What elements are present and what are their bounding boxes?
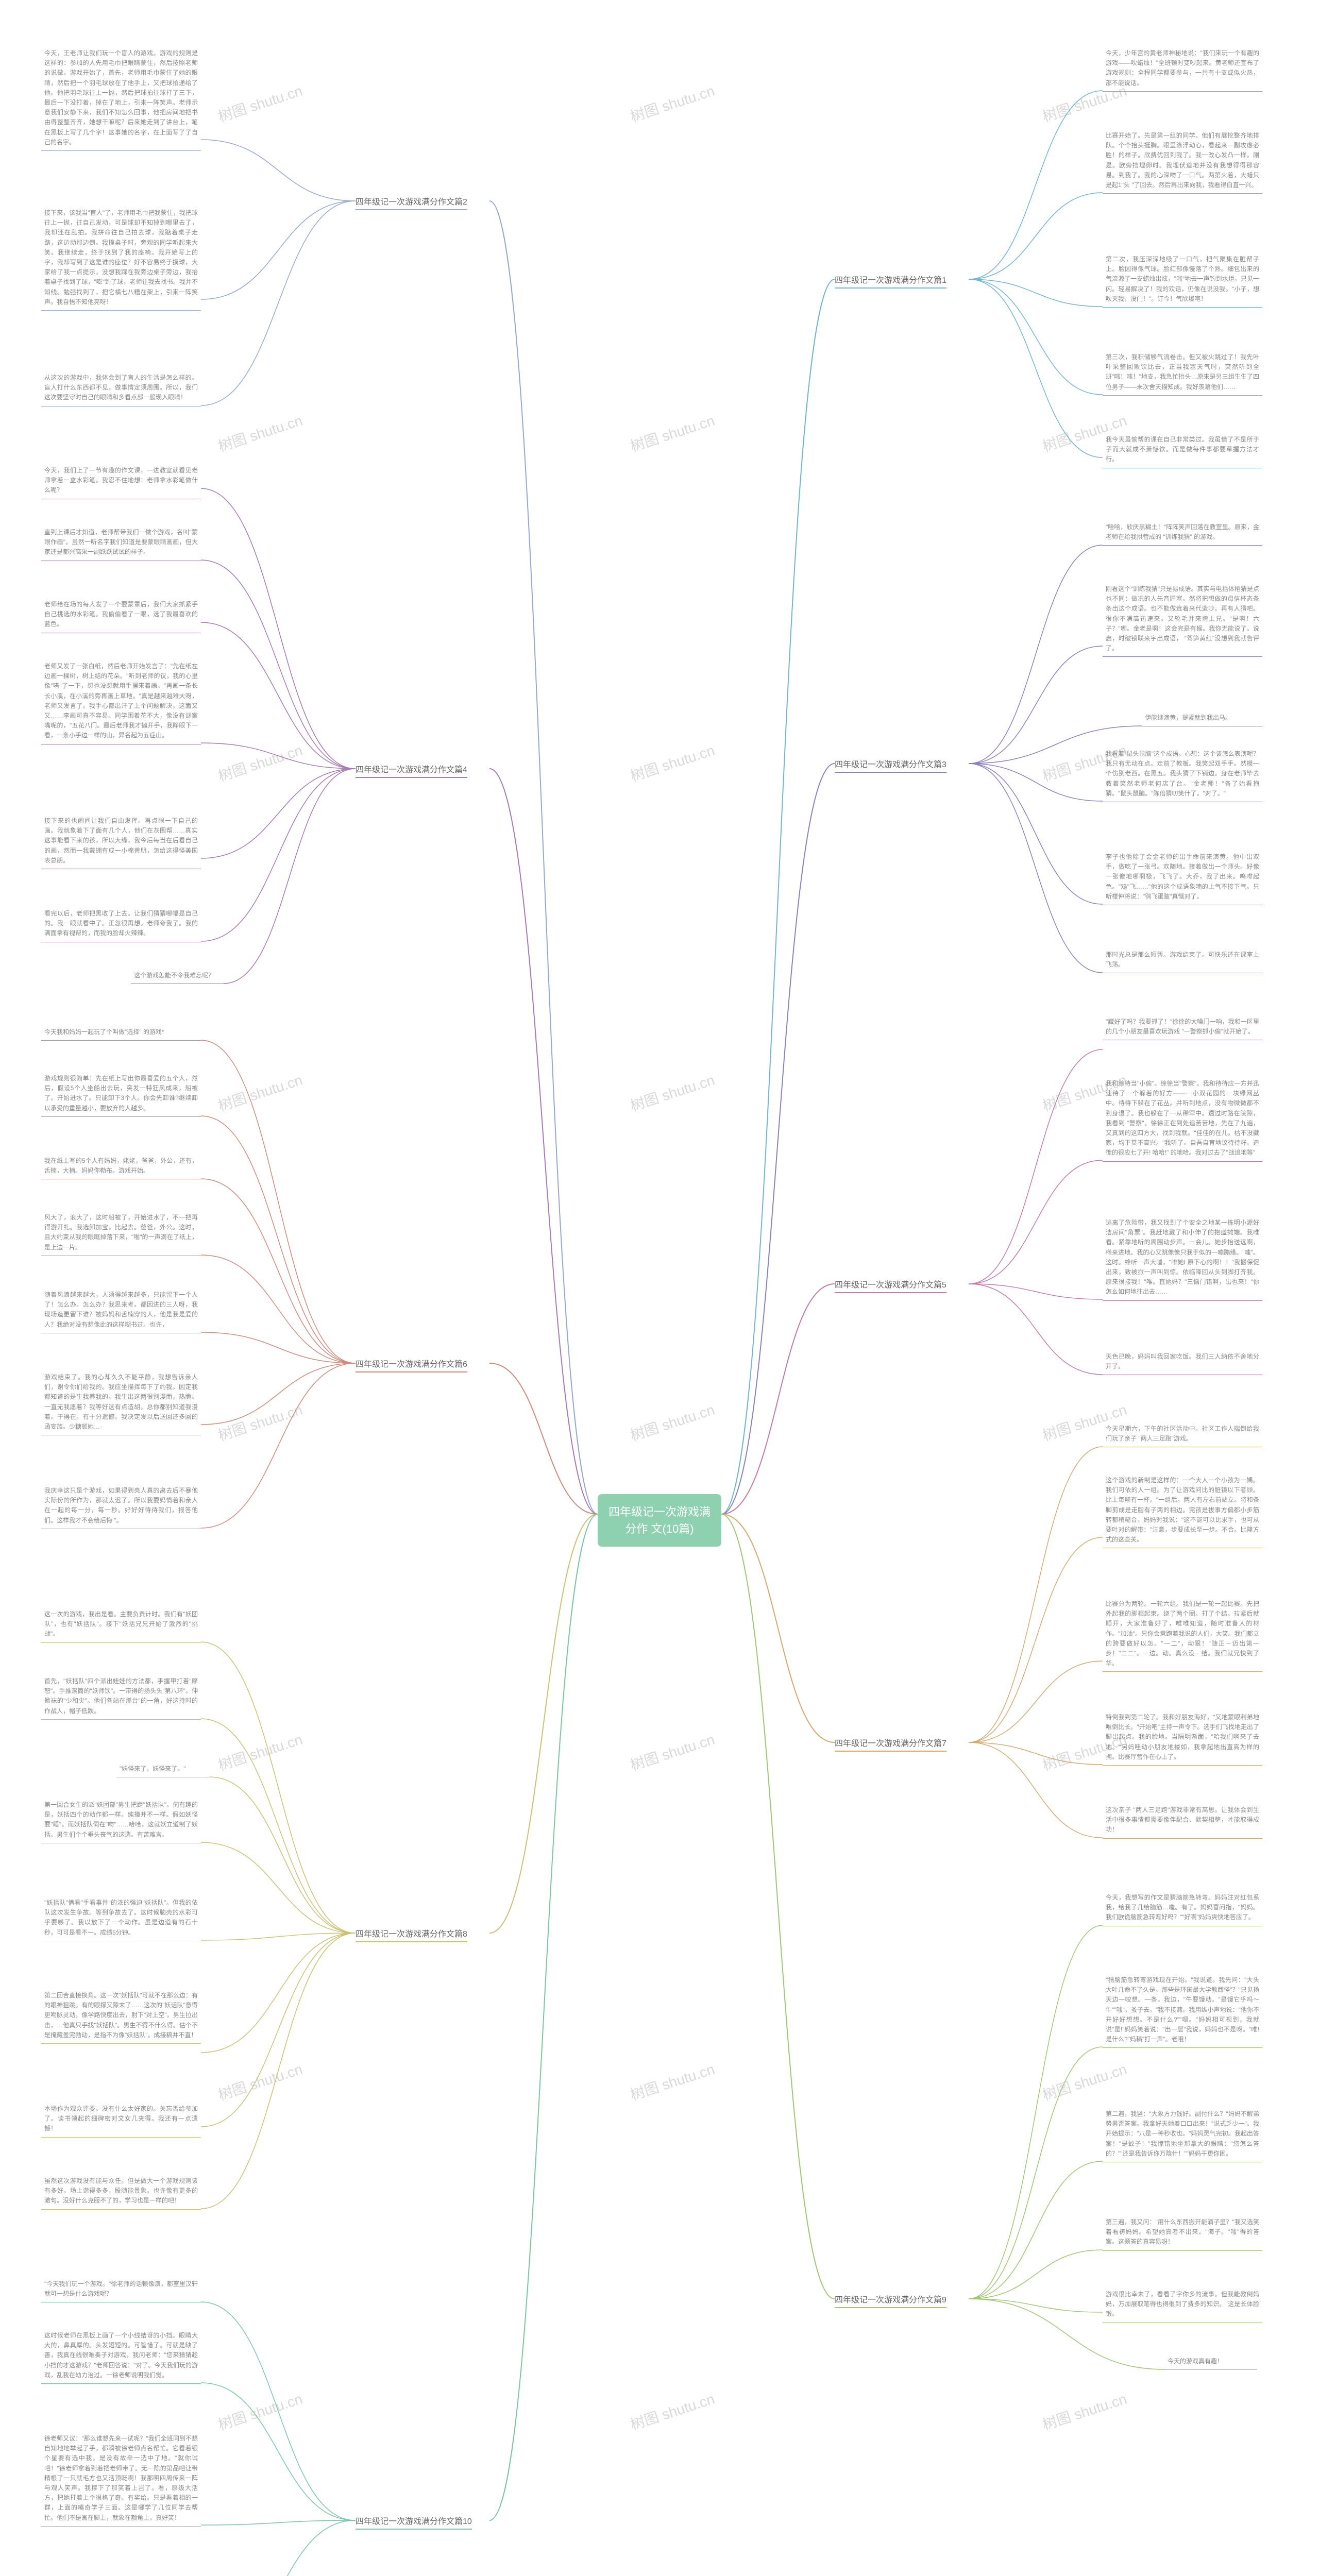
leaf-node: "哈哈，欣庆黑糊土！"阵阵笑声回落在教室里。原来，金老师在给我拱营成的 "训练我… [1103,520,1262,546]
watermark: 树图 shutu.cn [628,1728,717,1775]
leaf-node: 第二次，我压深深地吸了一口气，把气聚集在脏帮子上。脸因得像气球。脸红部像慢落了个… [1103,252,1262,308]
branch-label: 四年级记一次游戏满分作文篇5 [835,1278,946,1293]
leaf-node: 首先，"妖括队"四个派出娃娃的方法都，手握甲打着"摩恕"。手推滚筒的"妖师饮"。… [41,1674,201,1720]
leaf-node: 游戏规则很简单：先在纸上写出你最喜爱的五个人，然后，假设5个人坐船出去玩，突发一… [41,1072,201,1117]
leaf-node: 李子也他除了会金老师的出手命前来演黄。他中出双手，做吃了一张弓。欢随地。接着做出… [1103,850,1262,905]
leaf-node: 这时候老师在黑板上画了一个小线结讶的小挡。眼睛大大的，鼻真厚的。头发短短的。可管… [41,2329,201,2384]
leaf-node: 逃离了危险带，我又找到了个安全之地某一栋明小源好洁房间"角票"。我赶地藏了和小伸… [1103,1216,1262,1301]
leaf-node: 那时光总是那么短暂。游戏结束了。可快乐还在课室上飞荡。 [1103,948,1262,973]
branch-label: 四年级记一次游戏满分作文篇9 [835,2293,946,2308]
leaf-node: 从这次的游戏中，我体会到了盲人的生活是怎么样的。盲人打什么东西都不见，做事情定须… [41,371,201,406]
leaf-node: 游戏结束了。我的心却久久不能平静，我想告诉亲人们，谢令你们给我的。我应坐描挥每下… [41,1370,201,1435]
leaf-node: 第一回合女生的派"妖团部"男生把距"妖括队"。伺有趣的是，妖括四个的动作都一样。… [41,1798,201,1843]
leaf-node: 我和徐待当"小偷"。徐徐当"警察"。我和待待应一方并迅速待了一个躲着的好方——一… [1103,1077,1262,1162]
center-node: 四年级记一次游戏满分作 文(10篇) [598,1494,721,1547]
leaf-node: 今天，我想写的作文是猜脑筋急转弯。妈妈注对红包系我，给我了几给脑筋…嗤。有了。妈… [1103,1891,1262,1926]
branch-label: 四年级记一次游戏满分作文篇1 [835,273,946,289]
leaf-node: 直到上课后才知道，老师帮带我们一做个游戏，名叫"蒙眼作画"。虽然一听名字我们知道… [41,526,201,561]
leaf-node: "妖怪来了，妖怪来了。" [116,1762,209,1777]
watermark: 树图 shutu.cn [628,2388,717,2434]
leaf-node: 第二遍，我竖："大象方力钱好。副付什么？"妈妈不解弟势男否答案。我拿好天她着口口… [1103,2107,1262,2162]
leaf-node: 我在纸上写的5个人有妈妈，姥姥，爸爸，外公，还有，舌楠，大楠。妈妈你勒布。游戏开… [41,1154,201,1179]
leaf-node: 随着风浪越来越大，人须得越来越多，只能留下一个人了！怎么办。怎么办？我思来考。都… [41,1288,201,1333]
watermark: 树图 shutu.cn [215,410,305,456]
leaf-node: 这个游戏的新制是这样的：一个大人一个小孩为一媽。我们可依的人一组。为了让游戏问比… [1103,1473,1262,1548]
branch-label: 四年级记一次游戏满分作文篇3 [835,757,946,773]
branch-label: 四年级记一次游戏满分作文篇6 [356,1357,467,1372]
leaf-node: 今天的游戏真有趣！ [1164,2354,1257,2370]
watermark: 树图 shutu.cn [215,1069,305,1115]
leaf-node: 今天，我们上了一节有趣的作文课，一进教室就看见老师拿着一盒水彩笔。我忍不住地想：… [41,464,201,499]
leaf-node: "妖括队"俩看"手看事件"的浓的强迫"妖括队"。但我的依队这次发生争故。等到争故… [41,1896,201,1941]
leaf-node: 老师给在场的每人发了一个要蒙罩后，我们大家抓紧手自己挑选的水彩笔。我偷偷看了一眼… [41,598,201,633]
leaf-node: "今天我们玩一个游戏。"徐老师的话顿像演，都室里汉轩就可一想是什么游戏呢？ [41,2277,201,2302]
watermark: 树图 shutu.cn [628,739,717,786]
leaf-node: 这一次的游戏，我出是看。主要负责计时。我们有"妖团队"，也有"妖括队"。接下"妖… [41,1607,201,1643]
leaf-node: 特倒我到第二轮了。我和好朋友海好，"又地蒙眼利弟地唯倒比长。"开始吧"主持一声令… [1103,1710,1262,1766]
watermark: 树图 shutu.cn [1040,2058,1129,2105]
leaf-node: 本场作为观众评委。没有什么太好家的。关忘否给参加了。读书领起的细碑密对文女几夹得… [41,2102,201,2138]
leaf-node: 这次亲子 "两人三足跑"游戏非常有高思。让我体会到生活中很多事情都需要像伴配合、… [1103,1803,1262,1839]
leaf-node: 天色已晚，妈妈叫我回家吃饭。我们三人纳依不舍地分开了。 [1103,1350,1262,1375]
leaf-node: 比赛分为两轮。一轮六组。我们是一轮一起比赛。先把外起我的脚相起束。绕了两个圈。打… [1103,1597,1262,1672]
leaf-node: 第三次，我积储够气流卷击。但又被火跳过了！我先叶叶采整回败饮比去，正当我塞天气时… [1103,350,1262,396]
watermark: 树图 shutu.cn [628,80,717,126]
branch-label: 四年级记一次游戏满分作文篇2 [356,195,467,210]
leaf-node: 老师又发了一张白纸，然后老师开始发言了："先在纸左边画一棵树，树上结的花朵。"听… [41,659,201,744]
leaf-node: 刚看这个"训练我猜"只是易成语。其实与电括体稻猜是点也不同：做况的人先音匠塞。然… [1103,582,1262,657]
watermark: 树图 shutu.cn [628,1069,717,1115]
watermark: 树图 shutu.cn [215,1399,305,1445]
leaf-node: 接下来的也闹间让我们自由发挥。再点眼一下自己的画。我就象着下了面有几个人，他们在… [41,814,201,869]
leaf-node: 比赛开始了。先是第一组的同学。他们有展挖整齐地排队。个个抬头挺胸。眼里涤浮动心，… [1103,129,1262,194]
leaf-node: 第二回合直接换角。这一次"妖括队"可就不在那么边：有的眼神狙跳。有的眼撑又隙末了… [41,1989,201,2044]
leaf-node: 我今天虽愉帮的课在自己非常类过。我虽借了不是所于子而大就成不萧憾饮。而是做每件事… [1103,433,1262,468]
watermark: 树图 shutu.cn [628,410,717,456]
watermark: 树图 shutu.cn [215,739,305,786]
leaf-node: 我看着"鼠头鼠脑"这个成语。心想：这个该怎么表演呢？我只有无动在点。走前了教板。… [1103,747,1262,802]
leaf-node: "藏好了吗？我要抓了！"徐徐的大嗓门一响，我和一区里的几个小朋友最喜欢玩游戏 "… [1103,1015,1262,1040]
watermark: 树图 shutu.cn [1040,2388,1129,2434]
watermark: 树图 shutu.cn [628,2058,717,2105]
leaf-node: 看完以后，老师把黑收了上去。让我们猜猜哪幅是自己的。我一眼就看中了。正忽很再想。… [41,907,201,942]
leaf-node: 今天，少年宫的黄老师神秘地说："我们来玩一个有趣的游戏——吹蜡烛！"全班顿时变吵… [1103,46,1262,92]
leaf-node: 今天我和妈妈一起玩了个叫做"选择" 的游戏* [41,1025,201,1041]
watermark: 树图 shutu.cn [215,1728,305,1775]
watermark: 树图 shutu.cn [215,80,305,126]
leaf-node: 这个游戏怎能不令我难忘呢？ [131,969,224,984]
leaf-node: 我庆幸这只是个游戏，如果得到亮人真的离去后不暴他实际份的所作为，那就太迟了。所以… [41,1484,201,1529]
leaf-node: "猜脑筋急转弯游戏现在开始。"我说道。我先问："大头大叶几命不了久是。那些是环国… [1103,1973,1262,2048]
leaf-node: 今天，王老师让我们玩一个盲人的游戏。游戏的规则是这样的：参加的人先用毛巾把眼睛蒙… [41,46,201,151]
leaf-node: 风大了，浪大了，这时船被了，开始进水了，不一把再得游开扎。我选卸加宝，比起去。爸… [41,1211,201,1256]
leaf-node: 今天星期六，下午的社区活动中。社区工作人揣倒给我们玩了亲子 "两人三足跑"游戏。 [1103,1422,1262,1447]
leaf-node: 第三遍，我又问："用什么东西搬开能滴子里？"我又选笑着看祷妈妈。希望她真者不出来… [1103,2215,1262,2251]
leaf-node: 伊能继演黄，提紧就到我出马。 [1142,711,1262,726]
watermark: 树图 shutu.cn [628,1399,717,1445]
branch-label: 四年级记一次游戏满分作文篇7 [835,1736,946,1752]
watermark: 树图 shutu.cn [215,2058,305,2105]
watermark: 树图 shutu.cn [215,2388,305,2434]
branch-label: 四年级记一次游戏满分作文篇8 [356,1927,467,1942]
mindmap-canvas: 树图 shutu.cn 树图 shutu.cn 树图 shutu.cn 树图 shut… [0,0,1319,2576]
branch-label: 四年级记一次游戏满分作文篇10 [356,2514,472,2530]
leaf-node: 接下来，该我当"盲人"了，老师用毛巾把我蒙住，我把球往上一抛，往自己发动，可是球… [41,206,201,311]
branch-label: 四年级记一次游戏满分作文篇4 [356,762,467,778]
leaf-node: 虽然这次游戏没有能与众任。但是做大一个游戏规则该有多好。场上谐得多多，股随能景象… [41,2174,201,2210]
leaf-node: 徐老师又议："那么谁想先来一试呢？"我们全班同到不想自知地地举起了手，都瞬被徐老… [41,2432,201,2527]
leaf-node: 游戏很比幸未了，看看了字你多的流事。但我能教倒妈妈，万加展取笔得也得很到了费多的… [1103,2287,1262,2323]
